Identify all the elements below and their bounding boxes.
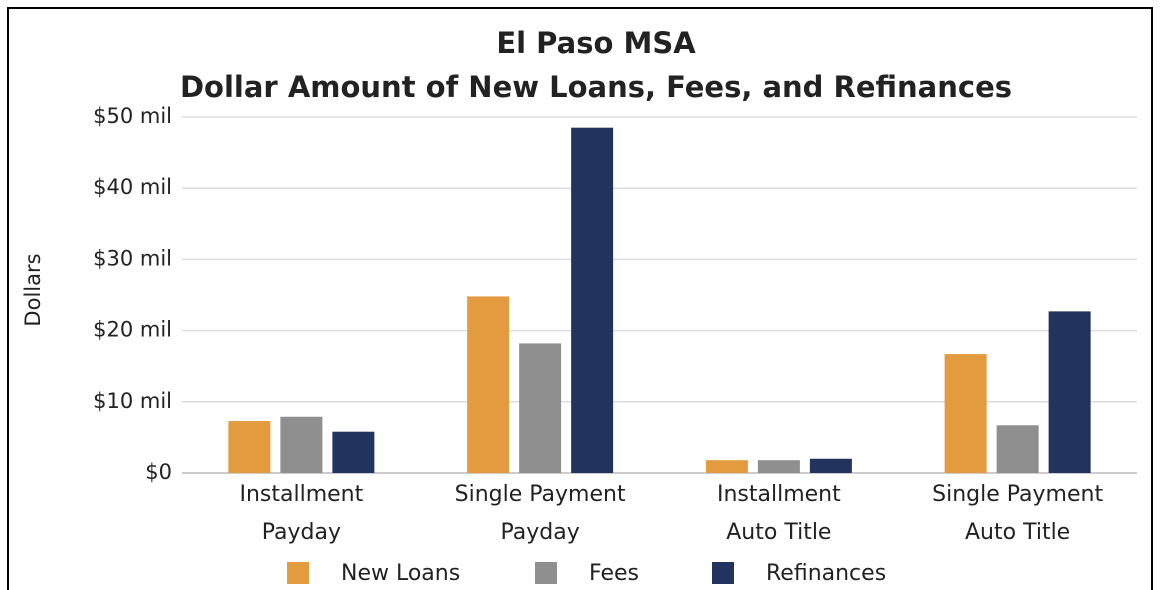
y-tick-label: $20 mil: [93, 318, 172, 342]
chart-title: Dollar Amount of New Loans, Fees, and Re…: [180, 70, 1012, 104]
x-tick-label: Single Payment: [932, 482, 1103, 507]
y-axis-title: Dollars: [21, 253, 45, 326]
bar: [467, 296, 510, 473]
x-tick-label: Auto Title: [965, 520, 1070, 545]
bar: [944, 354, 987, 473]
bar: [996, 425, 1039, 473]
bar: [757, 460, 800, 473]
legend-label: Fees: [589, 561, 639, 586]
bar: [228, 421, 271, 473]
legend-swatch: [287, 562, 309, 584]
bar: [280, 416, 323, 473]
bar: [809, 458, 852, 473]
legend-swatch: [535, 562, 557, 584]
x-tick-label: Payday: [262, 520, 341, 545]
x-tick-label: Installment: [717, 482, 841, 507]
x-tick-label: Auto Title: [726, 520, 831, 545]
x-tick-label: Installment: [239, 482, 363, 507]
x-tick-label: Payday: [501, 520, 580, 545]
x-tick-label: Single Payment: [455, 482, 626, 507]
chart-title: El Paso MSA: [496, 26, 696, 60]
bar: [571, 127, 614, 474]
legend-label: Refinances: [766, 561, 886, 586]
y-tick-label: $50 mil: [93, 104, 172, 128]
legend-swatch: [712, 562, 734, 584]
bar: [1048, 311, 1091, 473]
y-tick-label: $30 mil: [93, 246, 172, 270]
bar: [705, 460, 748, 473]
chart-border: [7, 7, 1153, 590]
bar: [519, 343, 562, 473]
y-tick-label: $40 mil: [93, 175, 172, 199]
legend-label: New Loans: [341, 561, 460, 586]
bar: [332, 431, 375, 473]
y-tick-label: $0: [145, 460, 172, 484]
y-tick-label: $10 mil: [93, 389, 172, 413]
